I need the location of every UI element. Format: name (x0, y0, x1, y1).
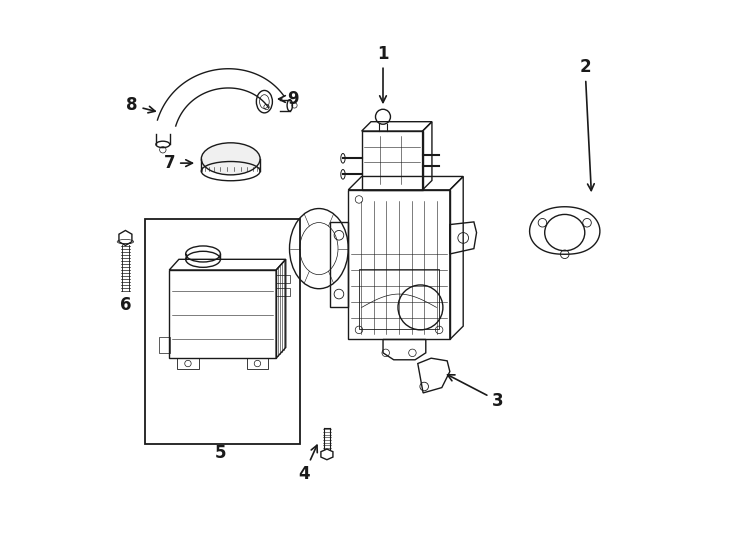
Text: 5: 5 (214, 444, 226, 462)
Bar (178, 358, 199, 369)
Ellipse shape (201, 143, 260, 175)
Text: 2: 2 (579, 58, 595, 191)
Bar (170, 270, 276, 358)
Text: 8: 8 (126, 97, 155, 114)
Bar (247, 358, 268, 369)
Bar (362, 131, 423, 190)
Text: 9: 9 (279, 90, 299, 108)
Bar (145, 219, 300, 444)
Text: 4: 4 (298, 446, 317, 483)
Bar (159, 337, 170, 353)
Text: 7: 7 (164, 154, 192, 172)
Bar (276, 288, 289, 296)
Text: 3: 3 (448, 375, 504, 410)
Bar (276, 275, 289, 283)
Text: 1: 1 (377, 44, 389, 103)
Bar (359, 269, 439, 329)
Bar (349, 190, 450, 340)
Text: 6: 6 (120, 296, 131, 314)
